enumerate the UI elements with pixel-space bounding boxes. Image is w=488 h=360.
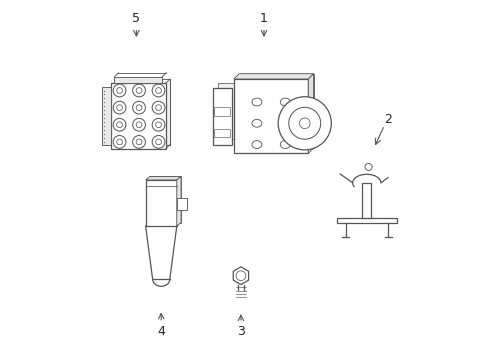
Polygon shape	[145, 176, 181, 180]
Circle shape	[136, 139, 142, 145]
Bar	[218, 82, 237, 139]
Bar	[114, 77, 162, 84]
Bar	[239, 74, 313, 148]
Circle shape	[113, 118, 126, 131]
Circle shape	[132, 135, 145, 148]
Bar	[115, 79, 169, 145]
Bar	[214, 129, 230, 138]
Circle shape	[132, 118, 145, 131]
Circle shape	[113, 84, 126, 97]
Circle shape	[155, 105, 161, 111]
Circle shape	[136, 105, 142, 111]
Circle shape	[132, 101, 145, 114]
Circle shape	[117, 87, 122, 93]
Circle shape	[117, 139, 122, 145]
Circle shape	[278, 97, 331, 150]
Ellipse shape	[251, 120, 262, 127]
Bar	[145, 180, 177, 226]
Polygon shape	[307, 74, 313, 153]
Circle shape	[236, 271, 245, 280]
Circle shape	[152, 101, 164, 114]
Ellipse shape	[280, 98, 290, 106]
Bar	[212, 88, 232, 145]
Circle shape	[136, 122, 142, 128]
Circle shape	[155, 139, 161, 145]
Circle shape	[155, 87, 161, 93]
Polygon shape	[177, 176, 181, 226]
Text: 2: 2	[384, 113, 391, 126]
Circle shape	[152, 118, 164, 131]
Bar	[110, 84, 165, 149]
Circle shape	[132, 84, 145, 97]
Text: 4: 4	[157, 325, 165, 338]
Bar	[102, 87, 110, 145]
Circle shape	[152, 135, 164, 148]
Text: 5: 5	[132, 12, 140, 25]
Ellipse shape	[280, 141, 290, 148]
Circle shape	[136, 87, 142, 93]
Bar	[214, 107, 230, 116]
Bar	[177, 198, 187, 210]
Polygon shape	[233, 74, 313, 79]
Circle shape	[113, 101, 126, 114]
Bar	[233, 79, 307, 153]
Circle shape	[117, 105, 122, 111]
Circle shape	[117, 122, 122, 128]
Circle shape	[299, 118, 309, 129]
Text: 1: 1	[260, 12, 267, 25]
Text: 3: 3	[237, 325, 244, 338]
Bar	[149, 176, 181, 222]
Circle shape	[155, 122, 161, 128]
Circle shape	[364, 163, 371, 170]
Bar	[336, 218, 396, 222]
Bar	[362, 183, 370, 218]
Ellipse shape	[280, 120, 290, 127]
Circle shape	[152, 84, 164, 97]
Ellipse shape	[251, 141, 262, 148]
Circle shape	[113, 135, 126, 148]
Ellipse shape	[251, 98, 262, 106]
Circle shape	[288, 107, 320, 139]
